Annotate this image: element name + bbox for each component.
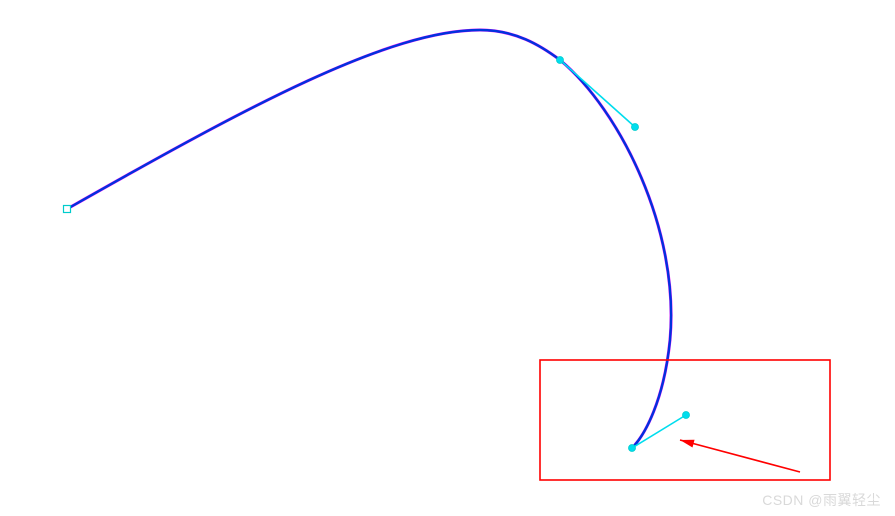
bezier-curve[interactable] [67, 30, 671, 448]
watermark-text: CSDN @雨翼轻尘 [762, 490, 881, 510]
handle-line-0 [560, 60, 635, 127]
annotation-arrow-head [680, 440, 695, 448]
anchor-point-0[interactable] [64, 206, 71, 213]
annotation-arrow-shaft [680, 440, 800, 472]
anchor-point-2[interactable] [629, 445, 636, 452]
diagram-canvas [0, 0, 895, 516]
handle-point-1[interactable] [683, 412, 690, 419]
curve-underlay [67, 30, 671, 448]
highlight-box [540, 360, 830, 480]
anchor-point-1[interactable] [557, 57, 564, 64]
handle-line-1 [632, 415, 686, 448]
handle-point-0[interactable] [632, 124, 639, 131]
